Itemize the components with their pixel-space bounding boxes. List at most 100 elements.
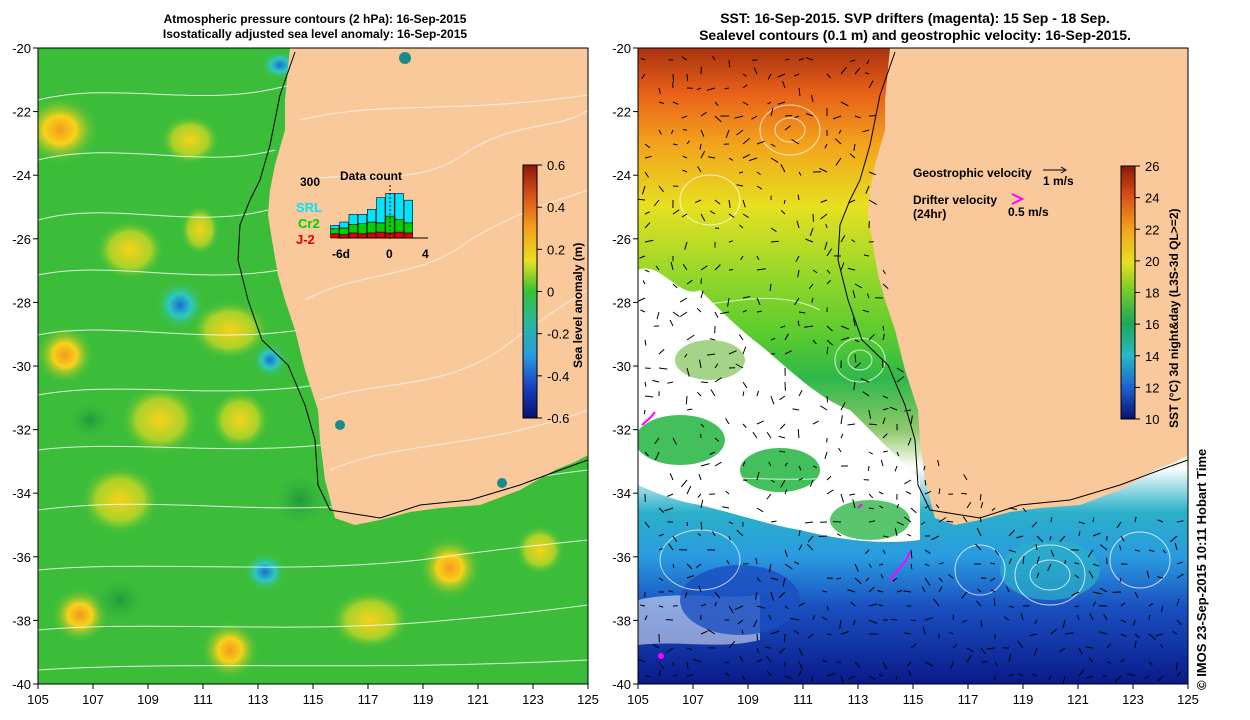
right-x-tick-label: 115 (903, 692, 924, 707)
sst-colorbar-tick: 24 (1145, 191, 1159, 206)
right-y-tick-label: -36 (612, 550, 631, 565)
islands (335, 52, 507, 488)
right-y-tick-label: -38 (612, 613, 631, 628)
sst-map (638, 48, 1188, 684)
left-title-line2: Isostatically adjusted sea level anomaly… (162, 27, 468, 41)
left-x-tick-label: 123 (522, 692, 544, 707)
right-x-tick-label: 109 (737, 692, 759, 707)
inset-bar-cr2 (339, 227, 349, 235)
axis-ticks: 105 107 109 111 113 115 117 119 121 123 125 -20 -22 -… (12, 41, 1199, 707)
inset-bar-cr2 (348, 224, 358, 234)
sst-colorbar-tick: 22 (1145, 222, 1159, 237)
left-x-tick-label: 121 (467, 692, 489, 707)
inset-bar-cr2 (403, 222, 413, 234)
right-x-tick-label: 107 (682, 692, 704, 707)
land-pressure-contours (299, 94, 588, 471)
sst-shelf-contour (837, 51, 1188, 519)
left-y-tick-label: -30 (12, 359, 31, 374)
inset-bar-j2 (367, 232, 377, 239)
left-x-tick-label: 105 (27, 692, 49, 707)
right-x-tick-label: 111 (793, 692, 813, 707)
data-count-inset: Data count 300 SRL Cr2 J-2 -6d 0 4 (296, 169, 429, 261)
sla-colorbar-tick: -0.4 (547, 369, 569, 384)
sea-level-contours (639, 104, 1171, 606)
sst-colorbar-tick: 20 (1145, 254, 1159, 269)
left-x-tick-label: 111 (193, 692, 213, 707)
right-y-tick-label: -30 (612, 359, 631, 374)
left-x-tick-label: 125 (577, 692, 599, 707)
inset-bar-j2 (394, 231, 404, 239)
inset-bar-srl (403, 199, 413, 224)
sla-colorbar: 0.6 0.4 0.2 0 -0.2 -0.4 -0.6 Sea level anomaly… (522, 158, 585, 426)
left-x-tick-label: 119 (413, 692, 434, 707)
right-title-line2: Sealevel contours (0.1 m) and geostrophi… (699, 27, 1131, 43)
geostrophic-label: Geostrophic velocity (913, 166, 1032, 180)
right-title-line1: SST: 16-Sep-2015. SVP drifters (magenta)… (720, 10, 1110, 26)
inset-bar-j2 (357, 233, 367, 239)
inset-bar-cr2 (367, 221, 377, 234)
inset-x-tick-4: 4 (422, 247, 429, 261)
sst-colorbar-label: SST (°C) 3d night&day (L3S-3d QL>=2) (1167, 209, 1181, 429)
sst-colorbar-tick: 12 (1145, 380, 1159, 395)
left-x-tick-label: 107 (82, 692, 104, 707)
left-y-tick-label: -20 (12, 41, 31, 56)
sla-colorbar-tick: 0.2 (547, 242, 565, 257)
left-y-tick-label: -32 (12, 423, 31, 438)
inset-x-tick-0: 0 (386, 247, 393, 261)
right-y-tick-label: -32 (612, 423, 631, 438)
sst-colorbar-tick: 18 (1145, 286, 1159, 301)
sla-colorbar-tick: 0.6 (547, 158, 565, 173)
right-y-tick-label: -26 (612, 232, 631, 247)
inset-bar-j2 (403, 232, 413, 239)
left-x-tick-label: 113 (248, 692, 269, 707)
inset-bar-srl (367, 209, 377, 223)
right-y-tick-label: -28 (612, 295, 631, 310)
inset-bar-srl (376, 197, 386, 224)
geostrophic-scale: 1 m/s (1043, 174, 1074, 188)
inset-x-tick-neg6: -6d (332, 247, 350, 261)
sla-colorbar-tick: 0 (547, 285, 554, 300)
right-x-tick-label: 113 (848, 692, 869, 707)
shelf-contour (237, 51, 588, 519)
sla-colorbar-tick: 0.4 (547, 200, 565, 215)
sst-colorbar-tick: 14 (1145, 349, 1159, 364)
right-y-tick-label: -40 (612, 677, 631, 692)
velocity-arrows (638, 56, 1184, 684)
inset-legend-srl: SRL (296, 200, 322, 215)
inset-bar-cr2 (376, 222, 386, 233)
right-y-tick-label: -22 (612, 105, 631, 120)
left-y-tick-label: -28 (12, 295, 31, 310)
left-y-tick-label: -24 (12, 168, 31, 183)
sla-map (38, 48, 588, 684)
drifter-label-line2: (24hr) (913, 207, 946, 221)
inset-bar-j2 (348, 232, 358, 239)
sla-colorbar-label: Sea level anomaly (m) (571, 243, 585, 368)
sla-colorbar-tick: -0.6 (547, 411, 569, 426)
sst-colorbar-tick: 10 (1145, 412, 1159, 427)
sst-colorbar-tick: 26 (1145, 159, 1159, 174)
right-x-tick-label: 121 (1067, 692, 1089, 707)
left-y-tick-label: -38 (12, 613, 31, 628)
right-x-tick-label: 125 (1177, 692, 1199, 707)
imos-credit: © IMOS 23-Sep-2015 10:11 Hobart Time (1194, 448, 1209, 690)
right-y-tick-label: -24 (612, 168, 631, 183)
inset-bar-cr2 (357, 223, 367, 235)
inset-bar-srl (357, 214, 367, 225)
right-x-tick-label: 119 (1013, 692, 1034, 707)
left-y-tick-label: -22 (12, 105, 31, 120)
inset-bar-srl (394, 193, 404, 220)
right-x-tick-label: 105 (627, 692, 649, 707)
left-title-line1: Atmospheric pressure contours (2 hPa): 1… (163, 12, 467, 26)
inset-bar-srl (330, 225, 340, 230)
left-x-tick-label: 117 (358, 692, 379, 707)
right-x-tick-label: 123 (1122, 692, 1144, 707)
inset-bar-srl (348, 214, 358, 225)
inset-bar-j2 (376, 231, 386, 239)
right-x-tick-label: 117 (958, 692, 979, 707)
sst-colorbar: 26 24 22 20 18 16 14 12 10 SST (°C) 3d night&day… (1120, 159, 1181, 429)
sla-colorbar-tick: -0.2 (547, 327, 569, 342)
left-y-tick-label: -36 (12, 550, 31, 565)
velocity-legend: Geostrophic velocity 1 m/s Drifter veloc… (913, 166, 1074, 221)
inset-legend-cr2: Cr2 (298, 216, 320, 231)
inset-bar-cr2 (330, 228, 340, 235)
